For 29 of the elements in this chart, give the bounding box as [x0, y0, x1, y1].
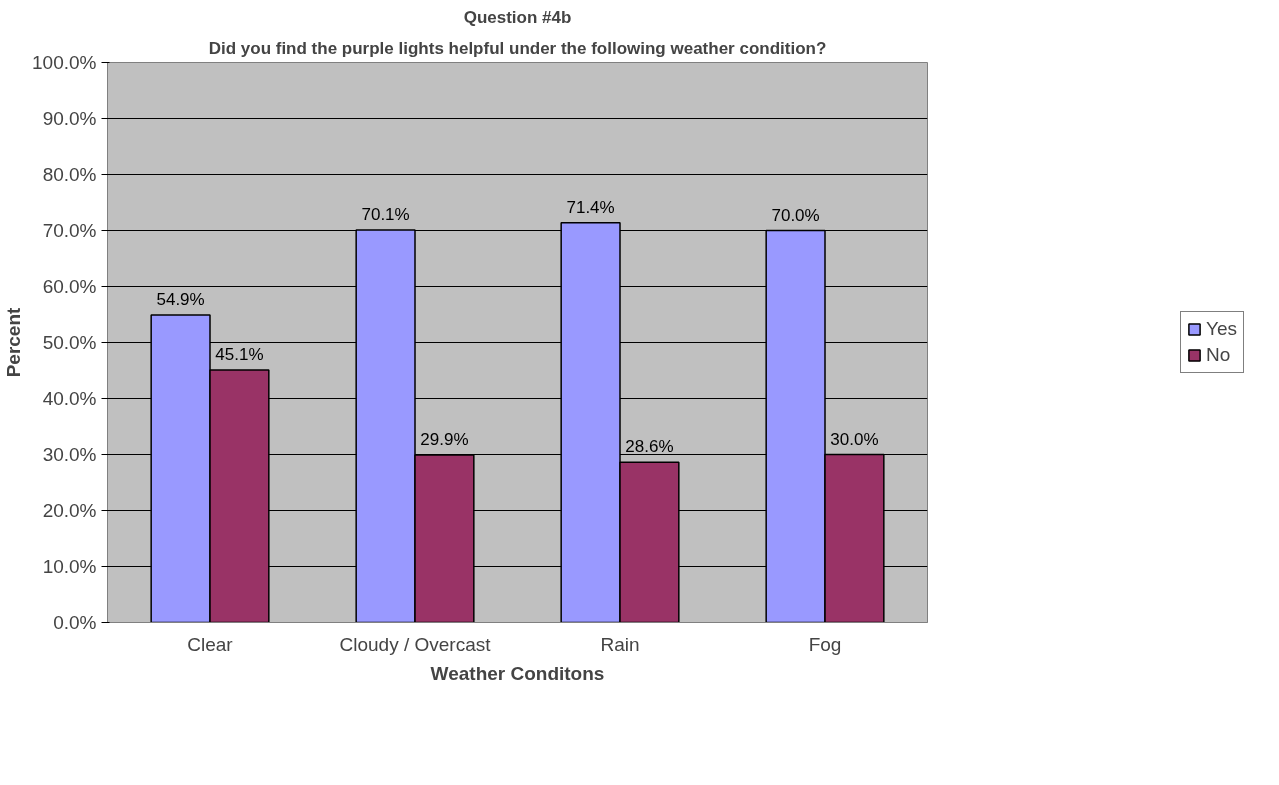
chart-title: Question #4b: [463, 7, 572, 27]
y-tick-label: 40.0%: [42, 388, 97, 409]
x-axis-title: Weather Conditons: [430, 662, 605, 684]
x-tick-label: Rain: [600, 633, 640, 655]
data-label: 28.6%: [625, 437, 674, 457]
y-tick-label: 0.0%: [53, 612, 97, 633]
data-label: 45.1%: [215, 344, 264, 364]
y-tick-label: 30.0%: [42, 444, 97, 465]
y-axis-title: Percent: [3, 306, 25, 378]
y-tick-label: 20.0%: [42, 500, 97, 521]
x-tick-label: Cloudy / Overcast: [339, 633, 492, 655]
x-tick-label: Clear: [187, 633, 234, 655]
y-tick-label: 90.0%: [42, 108, 97, 129]
y-tick-label: 80.0%: [42, 164, 97, 185]
x-tick-label: Fog: [808, 633, 842, 655]
data-label: 29.9%: [420, 430, 469, 450]
chart-subtitle: Did you find the purple lights helpful under the following weather condition?: [208, 38, 827, 58]
y-tick-label: 60.0%: [42, 276, 97, 297]
data-label: 30.0%: [830, 429, 879, 449]
data-label: 70.1%: [361, 204, 410, 224]
data-label: 54.9%: [156, 290, 205, 310]
legend-label: No: [1206, 344, 1231, 366]
data-label: 70.0%: [771, 205, 820, 225]
data-label: 71.4%: [566, 197, 615, 217]
y-tick-label: 10.0%: [42, 556, 97, 577]
y-tick-label: 50.0%: [42, 332, 97, 353]
y-tick-label: 100.0%: [32, 52, 97, 73]
y-tick-label: 70.0%: [42, 220, 97, 241]
legend-label: Yes: [1206, 318, 1237, 340]
